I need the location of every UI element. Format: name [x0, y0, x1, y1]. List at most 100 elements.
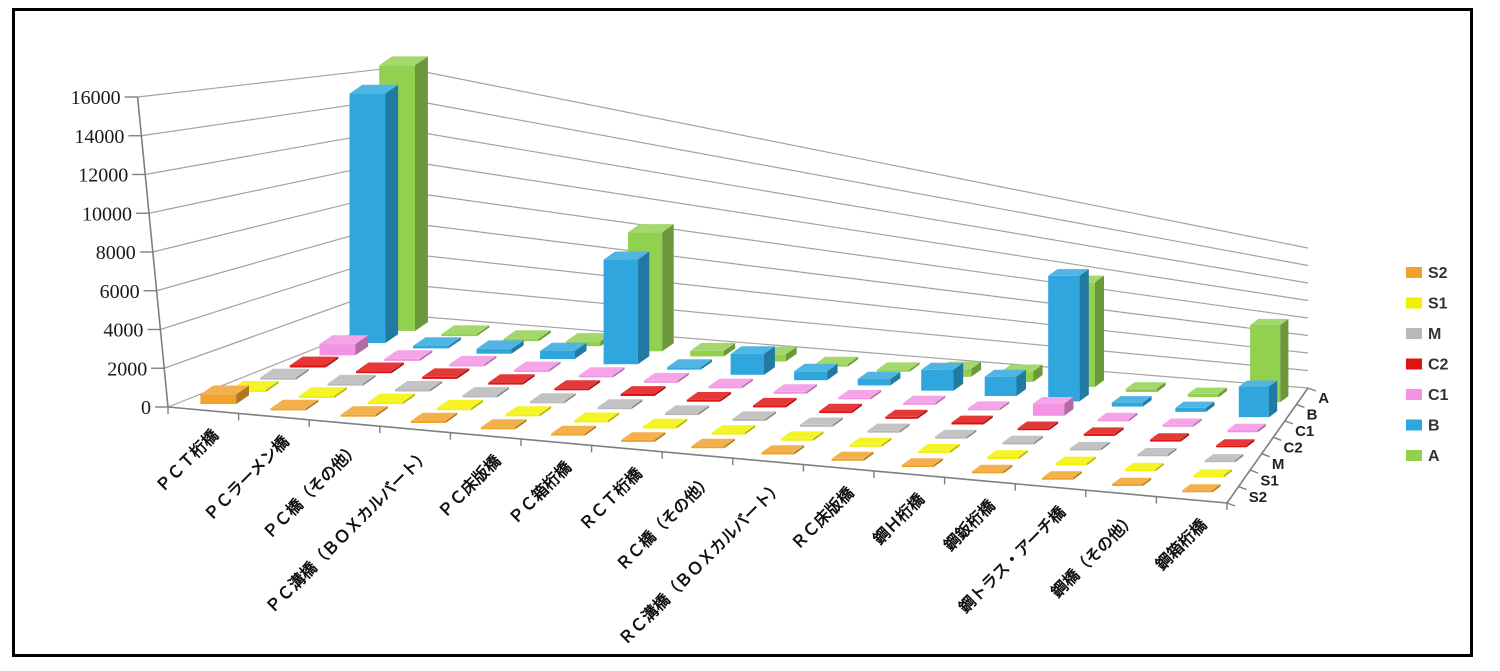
category-label: ＰＣ箱桁橋 — [505, 457, 576, 528]
floor-tile — [1182, 484, 1221, 493]
floor-tile — [578, 367, 625, 378]
category-label: ＲＣ溝橋（ＢＯＸカルバート） — [615, 477, 787, 649]
floor-tile — [1124, 462, 1164, 472]
legend-item: S2 — [1406, 265, 1448, 282]
bar — [200, 385, 249, 405]
floor-tile — [1150, 433, 1190, 442]
floor-tile — [838, 390, 882, 400]
depth-axis-label: A — [1318, 390, 1329, 407]
legend-label: C1 — [1428, 387, 1449, 404]
y-axis-tick-label: 10000 — [82, 203, 132, 225]
category-label: ＰＣ床版橋 — [435, 450, 506, 521]
bar — [794, 363, 838, 381]
floor-tile — [574, 412, 620, 423]
floor-tile — [780, 431, 824, 441]
floor-tile — [298, 387, 347, 398]
floor-tile — [514, 361, 561, 372]
floor-tile — [554, 380, 601, 391]
floor-tile — [971, 464, 1013, 474]
bar — [857, 371, 901, 386]
floor-tile — [665, 405, 710, 416]
bar — [1032, 397, 1074, 416]
depth-axis-label: C1 — [1295, 423, 1314, 440]
depth-axis-tick — [1284, 420, 1294, 425]
depth-axis-label: B — [1307, 407, 1318, 424]
depth-axis-tick — [1238, 485, 1247, 491]
category-label: ＰＣ溝橋（ＢＯＸカルバート） — [262, 445, 434, 617]
category-label: 鋼鈑桁橋 — [939, 495, 999, 555]
floor-tile — [530, 393, 576, 404]
legend-label: B — [1428, 418, 1440, 435]
gridline — [148, 159, 1309, 302]
floor-tile — [643, 418, 688, 429]
bar — [1175, 401, 1215, 412]
floor-tile — [410, 412, 458, 423]
y-axis-tick-label: 16000 — [71, 87, 121, 109]
legend-item: A — [1406, 448, 1440, 465]
floor-tile — [621, 432, 666, 442]
legend-swatch — [1406, 450, 1422, 461]
y-axis-tick-label: 6000 — [100, 281, 140, 303]
bars-and-floor-tiles — [200, 56, 1289, 493]
legend-label: S2 — [1428, 265, 1448, 282]
legend-item: C2 — [1406, 357, 1449, 374]
floor-tile — [422, 368, 470, 379]
bar — [1111, 396, 1152, 407]
category-label: 鋼箱桁橋 — [1151, 514, 1211, 574]
legend-swatch — [1406, 419, 1422, 431]
bar — [413, 337, 461, 349]
gridline — [156, 221, 1309, 337]
bar — [690, 342, 736, 357]
gridline — [145, 128, 1309, 284]
depth-axis-tick — [1249, 469, 1259, 474]
legend-swatch — [1406, 328, 1422, 339]
floor-tile — [260, 368, 309, 380]
bar — [667, 359, 713, 370]
floor-tile — [449, 355, 497, 367]
y-axis-tick-label: 8000 — [96, 242, 136, 264]
floor-tile — [488, 374, 535, 385]
floor-tile — [732, 411, 776, 421]
floor-tile — [867, 423, 910, 433]
floor-tile — [1042, 471, 1082, 480]
floor-tile — [1097, 412, 1138, 422]
legend-label: M — [1428, 326, 1441, 343]
bar — [1187, 387, 1227, 398]
floor-tile — [773, 384, 817, 394]
floor-tile — [708, 378, 753, 389]
legend-swatch — [1406, 358, 1422, 370]
legend-label: A — [1428, 448, 1440, 465]
floor-tile — [885, 409, 928, 419]
floor-tile — [551, 425, 596, 436]
floor-tile — [761, 445, 805, 455]
floor-tile — [340, 406, 388, 417]
floor-tile — [289, 356, 339, 368]
legend-item: M — [1406, 326, 1441, 343]
floor-tile — [1017, 421, 1059, 431]
floor-tile — [505, 406, 552, 417]
floor-tile — [987, 450, 1028, 459]
floor-tile — [327, 374, 376, 386]
floor-tile — [935, 429, 977, 439]
legend-item: C1 — [1406, 387, 1449, 404]
gridline — [141, 97, 1309, 267]
y-axis-tick-label: 0 — [141, 397, 151, 419]
floor-tile — [436, 399, 483, 411]
floor-tile — [903, 395, 946, 405]
category-label: ＰＣＴ桁橋 — [152, 425, 223, 496]
floor-tile — [597, 399, 643, 410]
bar — [349, 84, 399, 344]
depth-axis-tick — [1261, 453, 1270, 458]
bar — [1125, 382, 1166, 393]
depth-axis-tick — [1307, 387, 1317, 392]
floor-tile — [819, 403, 862, 414]
floor-tile — [1137, 448, 1177, 457]
floor-tile — [918, 444, 960, 453]
depth-axis-tick — [1296, 403, 1305, 409]
bar — [441, 325, 490, 337]
floor-tile — [968, 401, 1010, 411]
bar — [1048, 269, 1089, 402]
legend-item: S1 — [1406, 296, 1448, 313]
depth-axis-tick — [1273, 436, 1282, 441]
floor-tile — [356, 362, 404, 374]
